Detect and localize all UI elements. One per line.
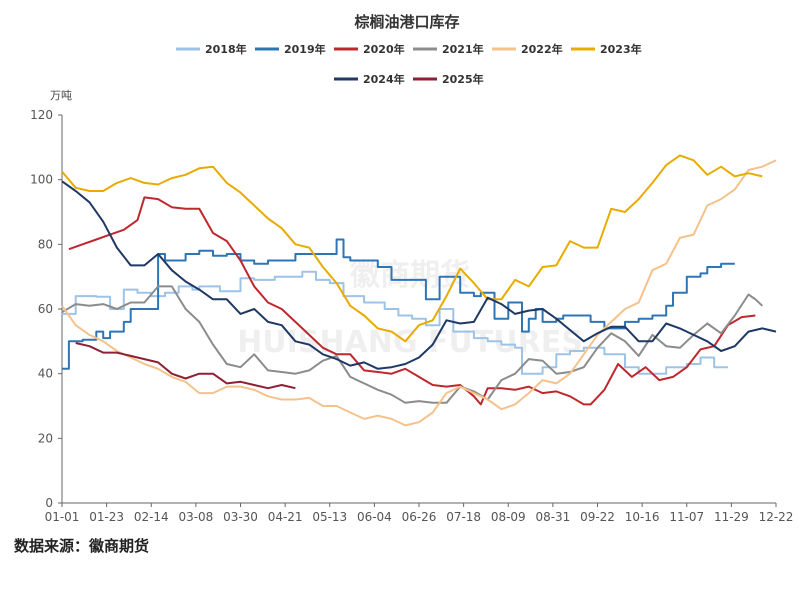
x-tick-label: 12-22 <box>759 510 794 524</box>
legend: 2018年 2019年 2020年 2021年 2022年 2023年 2024年 2025年 <box>176 42 642 86</box>
series-line <box>68 196 756 406</box>
legend-label: 2019年 <box>284 42 326 56</box>
axes <box>61 115 776 504</box>
x-tick-label: 06-26 <box>402 510 437 524</box>
series-line <box>61 154 763 343</box>
x-tick-label: 04-21 <box>268 510 303 524</box>
legend-label: 2025年 <box>442 72 484 86</box>
x-tick-label: 03-30 <box>223 510 258 524</box>
x-tick-label: 02-14 <box>134 510 169 524</box>
x-tick-label: 08-09 <box>491 510 526 524</box>
x-tick-label: 01-23 <box>89 510 124 524</box>
y-axis-unit-label: 万吨 <box>50 89 72 102</box>
x-tick-label: 05-13 <box>312 510 347 524</box>
y-tick-label: 60 <box>38 302 53 316</box>
series-line <box>62 238 735 370</box>
series-line <box>61 180 777 370</box>
x-tick-label: 11-29 <box>714 510 749 524</box>
series-line <box>61 285 763 404</box>
chart-title: 棕榈油港口库存 <box>354 13 459 31</box>
y-axis: 0 20 40 60 80 100 120 <box>30 108 62 510</box>
x-tick-label: 07-18 <box>446 510 481 524</box>
legend-label: 2023年 <box>600 42 642 56</box>
x-tick-label: 06-04 <box>357 510 392 524</box>
x-tick-label: 03-08 <box>178 510 213 524</box>
watermark-text: 徽商期货 <box>349 258 470 293</box>
x-tick-label: 11-07 <box>669 510 704 524</box>
y-tick-label: 80 <box>38 237 53 251</box>
y-tick-label: 120 <box>30 108 53 122</box>
x-tick-label: 01-01 <box>45 510 80 524</box>
y-tick-label: 20 <box>38 431 53 445</box>
y-tick-label: 0 <box>45 496 53 510</box>
legend-label: 2024年 <box>363 72 405 86</box>
series-line <box>62 270 728 375</box>
x-tick-label: 09-22 <box>580 510 615 524</box>
legend-label: 2021年 <box>442 42 484 56</box>
watermark-text: HUISHANG FUTURES <box>237 325 583 360</box>
x-tick-label: 10-16 <box>625 510 660 524</box>
legend-label: 2018年 <box>205 42 247 56</box>
legend-label: 2020年 <box>363 42 405 56</box>
watermark: 徽商期货 HUISHANG FUTURES <box>237 258 583 360</box>
x-tick-label: 08-31 <box>535 510 570 524</box>
y-tick-label: 40 <box>38 367 53 381</box>
x-axis: 01-01 01-23 02-14 03-08 03-30 04-21 05-13 06-04… <box>45 503 794 524</box>
series-line <box>75 342 296 390</box>
source-note: 数据来源：徽商期货 <box>14 537 149 555</box>
series-layer <box>61 154 777 427</box>
legend-label: 2022年 <box>521 42 563 56</box>
series-line <box>61 159 777 427</box>
y-tick-label: 100 <box>30 173 53 187</box>
